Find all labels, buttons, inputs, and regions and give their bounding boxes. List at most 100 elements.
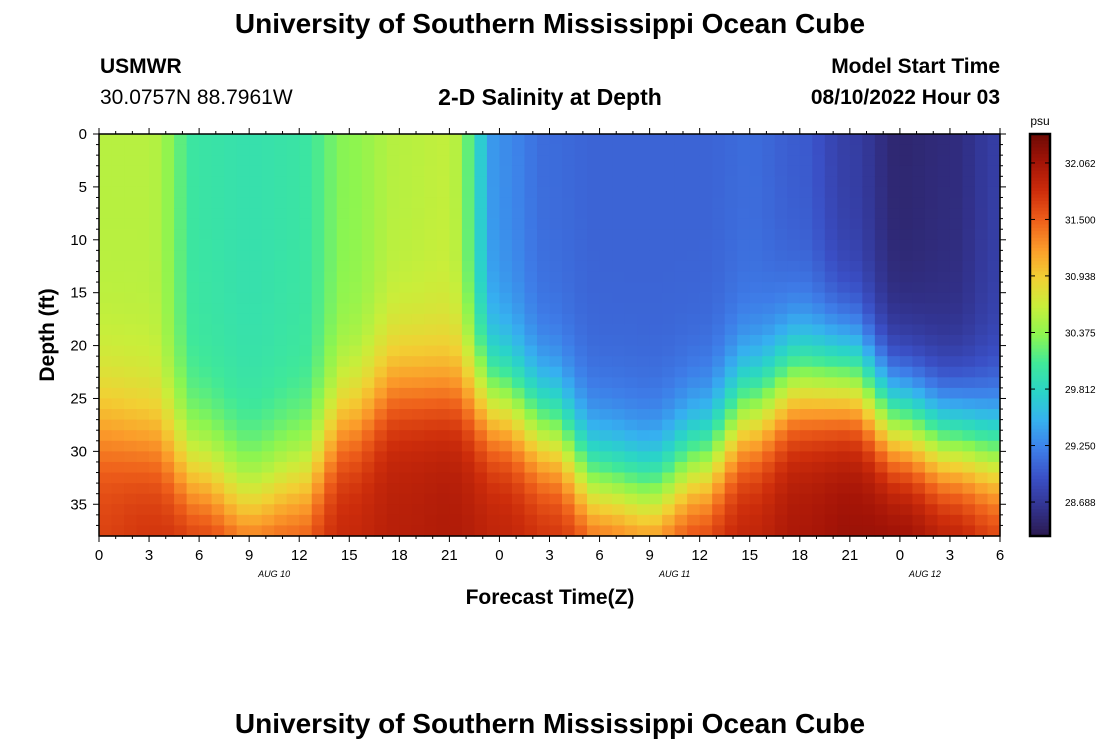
heatmap-cell <box>336 197 350 209</box>
heatmap-cell <box>687 313 701 326</box>
heatmap-cell <box>261 165 275 177</box>
page-title: University of Southern Mississippi Ocean… <box>234 8 866 39</box>
heatmap-cell <box>837 186 851 199</box>
heatmap-cell <box>274 440 288 452</box>
heatmap-cell <box>299 356 313 368</box>
heatmap-cell <box>149 176 163 188</box>
heatmap-cell <box>624 398 638 410</box>
heatmap-cell <box>99 271 113 283</box>
heatmap-cell <box>749 377 763 389</box>
heatmap-cell <box>962 377 976 389</box>
heatmap-cell <box>737 208 751 220</box>
heatmap-cell <box>274 229 288 241</box>
heatmap-cell <box>449 208 463 220</box>
heatmap-cell <box>349 250 363 262</box>
heatmap-cell <box>812 493 826 505</box>
colorbar-swatch <box>1030 241 1050 246</box>
heatmap-cell <box>912 186 926 199</box>
heatmap-cell <box>649 514 663 527</box>
heatmap-cell <box>912 419 926 431</box>
heatmap-cell <box>511 430 526 442</box>
heatmap-cell <box>787 366 801 378</box>
heatmap-cell <box>261 250 275 262</box>
heatmap-cell <box>637 409 651 421</box>
heatmap-cell <box>436 229 450 241</box>
heatmap-cell <box>436 440 450 452</box>
heatmap-cell <box>612 229 626 241</box>
colorbar-swatch <box>1030 458 1050 463</box>
heatmap-cell <box>236 493 250 505</box>
heatmap-cell <box>124 366 138 378</box>
heatmap-cell <box>311 239 325 251</box>
heatmap-cell <box>261 260 275 273</box>
heatmap-cell <box>274 387 288 400</box>
heatmap-cell <box>862 345 876 357</box>
heatmap-cell <box>324 208 338 220</box>
heatmap-cell <box>324 525 338 537</box>
heatmap-cell <box>224 271 238 283</box>
heatmap-cell <box>274 292 288 304</box>
heatmap-cell <box>937 186 951 199</box>
heatmap-cell <box>461 197 476 209</box>
heatmap-cell <box>324 282 338 294</box>
heatmap-cell <box>186 514 200 527</box>
heatmap-cell <box>436 282 450 294</box>
heatmap-cell <box>937 313 951 326</box>
heatmap-cell <box>787 440 801 452</box>
heatmap-cell <box>211 134 225 146</box>
heatmap-cell <box>524 218 538 230</box>
heatmap-cell <box>974 292 989 304</box>
heatmap-cell <box>974 345 989 357</box>
heatmap-cell <box>712 451 726 463</box>
heatmap-cell <box>311 176 325 188</box>
heatmap-cell <box>887 229 901 241</box>
heatmap-cell <box>799 440 813 452</box>
heatmap-cell <box>411 504 425 516</box>
heatmap-cell <box>949 472 964 484</box>
heatmap-cell <box>649 144 663 156</box>
heatmap-cell <box>812 483 826 495</box>
heatmap-cell <box>261 186 275 199</box>
heatmap-cell <box>436 525 450 537</box>
heatmap-cell <box>149 387 163 400</box>
heatmap-cell <box>949 197 964 209</box>
heatmap-cell <box>562 461 576 474</box>
heatmap-cell <box>849 229 863 241</box>
heatmap-cell <box>161 398 175 410</box>
heatmap-cell <box>111 504 125 516</box>
heatmap-cell <box>687 483 701 495</box>
heatmap-cell <box>749 197 763 209</box>
heatmap-cell <box>987 303 1001 315</box>
heatmap-cell <box>899 366 913 378</box>
heatmap-cell <box>824 176 838 188</box>
heatmap-cell <box>411 229 425 241</box>
heatmap-cell <box>899 197 913 209</box>
colorbar-swatch <box>1030 164 1050 169</box>
heatmap-cell <box>274 218 288 230</box>
heatmap-cell <box>662 144 676 156</box>
heatmap-cell <box>224 419 238 431</box>
heatmap-cell <box>749 313 763 326</box>
heatmap-cell <box>974 387 989 400</box>
heatmap-cell <box>712 335 726 347</box>
heatmap-cell <box>662 197 676 209</box>
colorbar-swatch <box>1030 482 1050 487</box>
heatmap-cell <box>499 440 513 452</box>
heatmap-cell <box>662 525 676 537</box>
heatmap-cell <box>449 303 463 315</box>
colorbar-swatch <box>1030 187 1050 192</box>
colorbar-swatch <box>1030 160 1050 165</box>
heatmap-cell <box>374 345 388 357</box>
heatmap-cell <box>599 239 613 251</box>
heatmap-cell <box>862 292 876 304</box>
heatmap-cell <box>949 461 964 474</box>
heatmap-cell <box>899 335 913 347</box>
heatmap-cell <box>887 440 901 452</box>
heatmap-cell <box>649 398 663 410</box>
heatmap-cell <box>599 472 613 484</box>
heatmap-cell <box>574 239 588 251</box>
heatmap-cell <box>524 271 538 283</box>
heatmap-cell <box>749 483 763 495</box>
heatmap-cell <box>774 377 788 389</box>
heatmap-cell <box>974 260 989 273</box>
